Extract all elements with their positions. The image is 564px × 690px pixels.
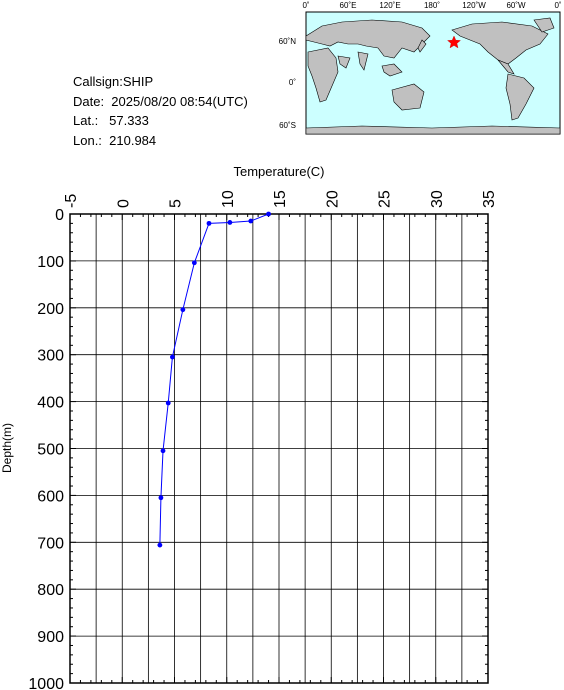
data-point	[165, 400, 171, 406]
data-point	[160, 448, 166, 454]
data-point	[227, 220, 233, 225]
series-group	[157, 211, 271, 548]
data-point	[157, 542, 163, 548]
x-tick-label: 20	[324, 190, 341, 208]
y-tick-label: 600	[37, 488, 64, 505]
temperature-profile-line	[159, 213, 269, 546]
x-tick-label: 30	[429, 190, 446, 208]
y-tick-label: 1000	[28, 676, 64, 690]
y-tick-labels: 0 100 200 300 400 500 600 700 800 900 1000	[28, 207, 64, 690]
data-point	[191, 260, 197, 266]
y-tick-label: 200	[37, 301, 64, 318]
x-tick-label: 15	[272, 190, 289, 208]
chart-ticks	[69, 213, 489, 684]
map-lon-label: 60˚W	[506, 1, 526, 10]
y-tick-label: 0	[55, 207, 64, 224]
latitude-label: Lat.: 57.333	[73, 113, 149, 128]
y-tick-label: 400	[37, 395, 64, 412]
data-point	[266, 211, 271, 217]
map-lon-label: 120˚E	[379, 1, 400, 10]
y-tick-label: 900	[37, 629, 64, 646]
red-star-icon	[447, 35, 461, 49]
map-lon-label: 0˚	[554, 1, 561, 10]
map-lat-label-eq: 0˚	[289, 78, 296, 87]
location-map: 0˚ 60˚E 120˚E 180˚ 120˚W 60˚W 0˚ 60˚N 60…	[302, 1, 562, 135]
x-tick-labels: -5 0 5 10 15 20 25 30 35	[63, 190, 498, 208]
data-point	[180, 307, 186, 313]
data-point	[206, 220, 212, 226]
map-lon-label: 180˚	[424, 1, 440, 10]
x-tick-label: 0	[115, 199, 132, 208]
x-tick-label: 35	[481, 190, 498, 208]
data-point	[170, 354, 175, 360]
data-point	[248, 218, 254, 224]
x-tick-label: 10	[220, 190, 237, 208]
y-tick-label: 800	[37, 582, 64, 599]
map-lon-label: 120˚W	[462, 1, 486, 10]
chart-grid	[69, 213, 489, 684]
map-top-labels: 0˚ 60˚E 120˚E 180˚ 120˚W 60˚W 0˚	[302, 1, 561, 10]
y-tick-label: 300	[37, 348, 64, 365]
date-label: Date: 2025/08/20 08:54(UTC)	[73, 93, 248, 109]
y-tick-label: 100	[37, 254, 64, 271]
x-axis-title: Temperature(C)	[233, 164, 324, 179]
map-lon-label: 0˚	[302, 1, 309, 10]
map-lat-label-60n: 60˚N	[279, 37, 297, 46]
plot-frame	[69, 213, 489, 684]
data-point	[158, 495, 164, 501]
station-info: Callsign:SHIP Date: 2025/08/20 08:54(UTC…	[73, 72, 248, 150]
map-lat-label-60s: 60˚S	[279, 121, 296, 130]
x-tick-label: -5	[63, 194, 80, 208]
callsign-label: Callsign:SHIP	[73, 74, 154, 89]
x-tick-label: 5	[168, 199, 185, 208]
y-tick-label: 500	[37, 442, 64, 459]
longitude-label: Lon.: 210.984	[73, 132, 157, 148]
y-axis-title: Depth(m)	[0, 423, 14, 473]
x-tick-label: 25	[377, 190, 394, 208]
map-lat-labels: 60˚N 0˚ 60˚S	[279, 37, 297, 130]
y-tick-label: 700	[37, 535, 64, 552]
map-lon-label: 60˚E	[340, 1, 357, 10]
map-land	[305, 17, 561, 135]
